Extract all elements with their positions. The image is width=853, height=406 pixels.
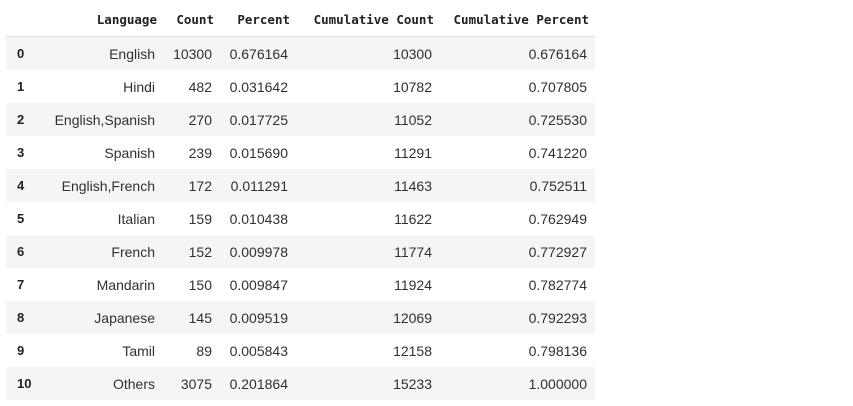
cell-cumulative-count: 12158 [393, 342, 432, 359]
cell-language: English [109, 45, 155, 62]
table-row: 2 English,Spanish 270 0.017725 11052 0.725530 [6, 103, 595, 136]
cell-language: English,French [61, 177, 155, 194]
cell-cumulative-percent: 0.676164 [528, 45, 587, 62]
table-row: 10 Others 3075 0.201864 15233 1.000000 [6, 367, 595, 400]
table-row: 5 Italian 159 0.010438 11622 0.762949 [6, 202, 595, 235]
cell-percent: 0.015690 [229, 144, 288, 161]
cell-cumulative-percent: 0.725530 [528, 111, 587, 128]
cell-percent: 0.201864 [229, 375, 288, 392]
cell-language: Japanese [94, 309, 155, 326]
cell-count: 10300 [173, 45, 212, 62]
table-row: 7 Mandarin 150 0.009847 11924 0.782774 [6, 268, 595, 301]
row-index: 7 [17, 277, 25, 292]
table-row: 6 French 152 0.009978 11774 0.772927 [6, 235, 595, 268]
cell-cumulative-count: 11774 [394, 243, 432, 260]
cell-percent: 0.009519 [229, 309, 288, 326]
cell-cumulative-count: 11291 [394, 144, 432, 161]
cell-language: French [111, 243, 155, 260]
cell-cumulative-percent: 0.772927 [528, 243, 587, 260]
table-row: 1 Hindi 482 0.031642 10782 0.707805 [6, 70, 595, 103]
cell-percent: 0.010438 [229, 210, 288, 227]
table-row: 4 English,French 172 0.011291 11463 0.752511 [6, 169, 595, 202]
cell-cumulative-count: 11622 [394, 210, 432, 227]
cell-percent: 0.676164 [229, 45, 288, 62]
cell-percent: 0.011291 [230, 177, 288, 194]
cell-cumulative-percent: 0.741220 [528, 144, 587, 161]
row-index: 8 [17, 310, 25, 325]
table-row: 9 Tamil 89 0.005843 12158 0.798136 [6, 334, 595, 367]
cell-cumulative-count: 11052 [394, 111, 432, 128]
row-index: 1 [17, 79, 25, 94]
cell-language: Mandarin [96, 276, 155, 293]
row-index: 0 [17, 46, 25, 61]
cell-language: Italian [117, 210, 155, 227]
cell-cumulative-percent: 0.752511 [529, 177, 587, 194]
cell-percent: 0.017725 [229, 111, 288, 128]
cell-percent: 0.005843 [229, 342, 288, 359]
cell-count: 3075 [180, 375, 212, 392]
cell-cumulative-percent: 0.782774 [528, 276, 587, 293]
header-cumulative-count: Cumulative Count [296, 3, 440, 37]
row-index: 5 [17, 211, 25, 226]
cell-cumulative-count: 12069 [393, 309, 432, 326]
cell-cumulative-percent: 0.792293 [528, 309, 587, 326]
cell-language: English,Spanish [54, 111, 155, 128]
cell-cumulative-count: 15233 [393, 375, 432, 392]
cell-count: 150 [188, 276, 212, 293]
table-row: 0 English 10300 0.676164 10300 0.676164 [6, 36, 595, 70]
header-index [6, 3, 39, 37]
dataframe-table: Language Count Percent Cumulative Count … [6, 3, 595, 400]
cell-count: 482 [188, 78, 212, 95]
cell-cumulative-percent: 0.707805 [528, 78, 587, 95]
cell-cumulative-count: 11924 [394, 276, 432, 293]
row-index: 4 [17, 178, 25, 193]
cell-cumulative-count: 10300 [393, 45, 432, 62]
row-index: 6 [17, 244, 25, 259]
cell-cumulative-count: 10782 [393, 78, 432, 95]
cell-count: 89 [196, 342, 212, 359]
header-count: Count [163, 3, 220, 37]
row-index: 10 [17, 376, 32, 391]
table-row: 8 Japanese 145 0.009519 12069 0.792293 [6, 301, 595, 334]
table-header: Language Count Percent Cumulative Count … [6, 3, 595, 37]
cell-cumulative-percent: 0.762949 [528, 210, 587, 227]
cell-percent: 0.009847 [229, 276, 288, 293]
table-body: 0 English 10300 0.676164 10300 0.676164 1 Hindi… [6, 36, 595, 400]
row-index: 9 [17, 343, 25, 358]
table-row: 3 Spanish 239 0.015690 11291 0.741220 [6, 136, 595, 169]
cell-cumulative-percent: 1.000000 [528, 375, 587, 392]
row-index: 3 [17, 145, 25, 160]
cell-count: 159 [188, 210, 212, 227]
cell-count: 270 [188, 111, 212, 128]
cell-cumulative-percent: 0.798136 [528, 342, 587, 359]
header-cumulative-percent: Cumulative Percent [440, 3, 595, 37]
dataframe-output: Language Count Percent Cumulative Count … [6, 3, 595, 400]
cell-count: 145 [188, 309, 212, 326]
cell-language: Spanish [104, 144, 155, 161]
cell-count: 239 [188, 144, 212, 161]
header-language: Language [39, 3, 163, 37]
cell-language: Hindi [123, 78, 155, 95]
row-index: 2 [17, 112, 25, 127]
cell-percent: 0.009978 [229, 243, 288, 260]
header-row: Language Count Percent Cumulative Count … [6, 3, 595, 37]
cell-count: 152 [188, 243, 212, 260]
cell-count: 172 [188, 177, 212, 194]
header-percent: Percent [220, 3, 296, 37]
cell-percent: 0.031642 [229, 78, 288, 95]
cell-cumulative-count: 11463 [394, 177, 432, 194]
cell-language: Others [112, 375, 155, 392]
cell-language: Tamil [122, 342, 155, 359]
